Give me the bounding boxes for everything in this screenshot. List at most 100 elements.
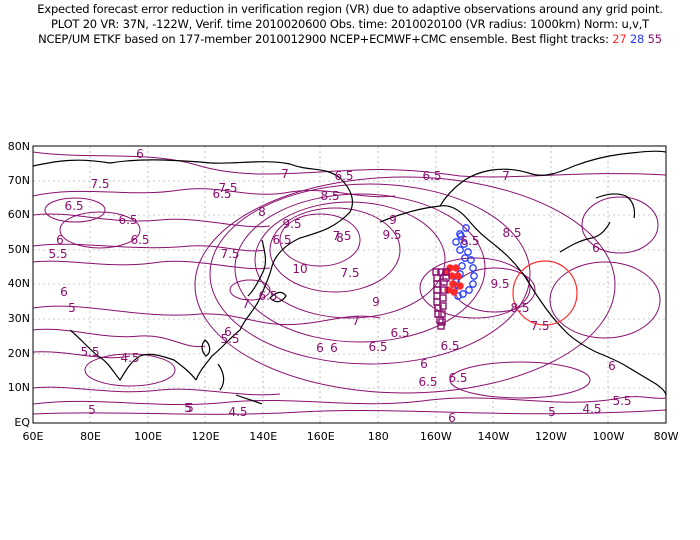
contour-value-label: 9.5 (282, 217, 301, 231)
contour-value-label: 6.5 (64, 199, 83, 213)
contour-value-label: 7.5 (530, 319, 549, 333)
purple-track-point (437, 322, 445, 330)
coastlines (33, 150, 666, 405)
lon-label: 140E (249, 430, 277, 443)
contour-value-label: 6.5 (460, 234, 479, 248)
contour-value-label: 6 (316, 341, 324, 355)
purple-track-point (436, 316, 444, 324)
contour-value-label: 6 (60, 285, 68, 299)
contour-value-label: 6 (56, 233, 64, 247)
blue-track-point (459, 290, 467, 298)
contour-value-label: 10 (292, 262, 307, 276)
lat-label: 40N (8, 277, 30, 290)
contour-value-label: 5.5 (80, 345, 99, 359)
contour-value-label: 6 (448, 411, 456, 425)
lon-label: 100W (593, 430, 625, 443)
contour-value-label: 7 (352, 314, 360, 328)
purple-track-point (433, 286, 441, 294)
red-track-point (456, 282, 464, 290)
purple-track-point (440, 278, 448, 286)
contour-value-label: 4.5 (120, 351, 139, 365)
contour-value-label: 7 (281, 167, 289, 181)
blue-track-point (470, 272, 478, 280)
lat-label: 80N (8, 140, 30, 153)
contour-value-label: 7.5 (220, 247, 239, 261)
contour-value-label: 7.5 (90, 177, 109, 191)
contour-value-label: 7.5 (332, 229, 351, 243)
track-label-purple: 55 (647, 32, 662, 46)
purple-track-point (439, 294, 447, 302)
plot-subtitle-ensemble: NCEP/UM ETKF based on 177-member 2010012… (0, 32, 700, 46)
contour-value-label: 6.5 (390, 326, 409, 340)
contour-value-label: 6 (608, 359, 616, 373)
blue-track-point (465, 286, 473, 294)
blue-track-point (456, 246, 464, 254)
contour-value-label: 6.5 (448, 371, 467, 385)
lat-label: 30N (8, 312, 30, 325)
contour-value-label: 6 (592, 241, 600, 255)
verification-region-circle (512, 260, 578, 326)
contour-value-label: 5 (88, 403, 96, 417)
lat-lon-gridlines (33, 146, 666, 423)
contour-value-label: 7.5 (340, 266, 359, 280)
blue-track-point (452, 238, 460, 246)
lat-label: 20N (8, 347, 30, 360)
lon-label: 120E (192, 430, 220, 443)
red-track-point (454, 272, 462, 280)
contour-value-label: 9 (372, 295, 380, 309)
blue-track-point (462, 224, 470, 232)
plot-subtitle-run-info: PLOT 20 VR: 37N, -122W, Verif. time 2010… (51, 17, 649, 31)
purple-track-point (440, 286, 448, 294)
contour-value-label: 8.5 (502, 226, 521, 240)
red-track-point (449, 280, 457, 288)
contour-value-label: 9.5 (382, 228, 401, 242)
blue-track-point (469, 264, 477, 272)
contour-value-label: 6.5 (418, 375, 437, 389)
blue-track-point (469, 280, 477, 288)
lon-label: 140W (477, 430, 509, 443)
lon-label: 180 (368, 430, 389, 443)
contour-value-label: 6.5 (212, 187, 231, 201)
contour-value-labels: 67.56.57 6.5 76.56.566.586.58.57.57.59.5 98… (48, 147, 631, 425)
plot-title: Expected forecast error reduction in ver… (37, 2, 663, 16)
contour-value-label: 5 (68, 301, 76, 315)
blue-track-point (458, 262, 466, 270)
lon-label: 160E (307, 430, 335, 443)
red-track-point (448, 272, 456, 280)
purple-track-point (442, 274, 450, 282)
track-label-red: 27 (612, 32, 627, 46)
contour-value-label: 9.5 (490, 277, 509, 291)
contour-value-label: 8.5 (320, 189, 339, 203)
contour-value-label: 7 (502, 169, 510, 183)
contour-value-label: 5.5 (612, 394, 631, 408)
contour-value-label: 6.5 (440, 339, 459, 353)
purple-track-point (433, 298, 441, 306)
contour-value-label: 8.5 (510, 301, 529, 315)
lon-label: 60E (23, 430, 44, 443)
red-track-point (452, 264, 460, 272)
blue-track-point (456, 230, 464, 238)
contour-value-label: 6.5 (258, 289, 277, 303)
purple-track-point (433, 292, 441, 300)
contour-lines (33, 151, 666, 415)
contour-value-label: 5.5 (220, 332, 239, 346)
purple-track-point (437, 268, 445, 276)
contour-value-label: 7.5 (218, 181, 237, 195)
lon-label: 100E (134, 430, 162, 443)
purple-track-point (438, 310, 446, 318)
lat-label: 50N (8, 243, 30, 256)
ensemble-description: NCEP/UM ETKF based on 177-member 2010012… (38, 32, 609, 46)
track-label-blue: 28 (629, 32, 645, 46)
purple-track-point (439, 302, 447, 310)
purple-track-point (438, 318, 446, 326)
contour-value-label: 6.5 (272, 233, 291, 247)
blue-track-point (460, 240, 468, 248)
contour-value-label: 9 (389, 213, 397, 227)
contour-value-label: 6.5 (118, 213, 137, 227)
lat-label: 60N (8, 208, 30, 221)
red-track-point (444, 286, 452, 294)
contour-value-label: 6 (136, 147, 144, 161)
blue-track-point (464, 248, 472, 256)
flight-tracks (432, 224, 478, 330)
